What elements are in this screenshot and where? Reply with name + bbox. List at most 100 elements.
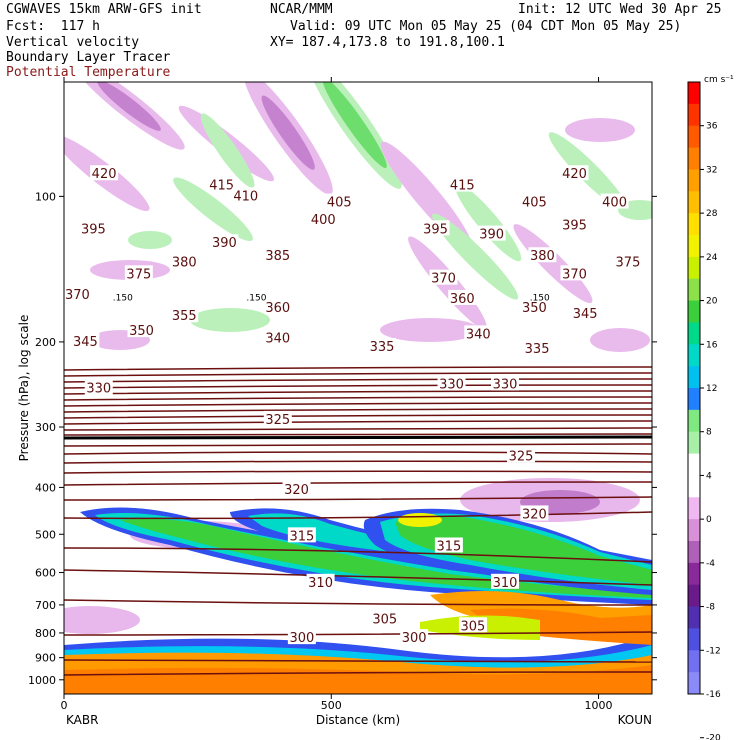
cross-section-coords: XY= 187.4,173.8 to 191.8,100.1 (270, 35, 505, 50)
theta-contour-label: 405 (522, 196, 547, 211)
colorbar-swatch (688, 650, 700, 673)
colorbar-swatch (688, 541, 700, 564)
colorbar-tick-label: -16 (706, 690, 721, 700)
contour-label-bg (448, 289, 477, 305)
theta-contour-label: 390 (479, 228, 504, 243)
contour-label-bg (84, 379, 113, 395)
theta-contour-label: 375 (616, 255, 641, 270)
contour-label-bg (309, 211, 338, 227)
colorbar-swatch (688, 628, 700, 651)
colorbar-tick-label: 0 (706, 515, 712, 525)
contour-label-bg (437, 375, 466, 391)
theta-contour-label: 400 (311, 213, 336, 228)
theta-contour-label: 390 (212, 236, 237, 251)
contour-label-bg (600, 193, 629, 209)
theta-contour-label: 360 (450, 292, 475, 307)
forecast-hour: Fcst: 117 h (6, 19, 100, 34)
init-time: Init: 12 UTC Wed 30 Apr 25 (518, 2, 722, 17)
theta-contour-label: 360 (265, 301, 290, 316)
contour-label-bg (507, 447, 536, 463)
contour-label-bg (520, 505, 549, 521)
blt-contour-label: .150 (113, 294, 133, 304)
contour-label-bg (434, 537, 463, 553)
colorbar: 36 32 28 24 20 16 12 8 4 0 -4 -8 -12 -16 -20 (687, 81, 721, 740)
theta-contour-label: 300 (402, 631, 427, 646)
colorbar-unit: cm s⁻¹ (704, 75, 734, 85)
contour-label-bg (491, 573, 519, 589)
contour-label-bg (560, 165, 589, 181)
colorbar-swatch (688, 366, 700, 389)
theta-contour-label: 395 (423, 222, 448, 237)
theta-contour-label: 315 (289, 529, 314, 544)
theta-contour-label: 345 (73, 335, 98, 350)
contour-label-bg (464, 325, 493, 341)
contour-label-bg (325, 193, 354, 209)
contour-label-bg (263, 247, 292, 263)
y-tick-label: 200 (35, 336, 56, 349)
colorbar-swatch (688, 82, 700, 105)
contour-label-bg (368, 338, 397, 354)
colorbar-swatch (688, 278, 700, 302)
colorbar-swatch (688, 191, 700, 214)
theta-contour-label: 415 (209, 179, 234, 194)
theta-contour-label: 320 (522, 507, 547, 522)
theta-contour-label: 380 (172, 255, 197, 270)
colorbar-swatch (688, 103, 700, 127)
contour-label-bg (613, 253, 642, 269)
contour-label-bg (448, 176, 477, 192)
theta-contour-label: 340 (466, 327, 491, 342)
y-tick-label: 400 (35, 481, 56, 494)
theta-contour-label: 325 (265, 413, 290, 428)
y-tick-label: 300 (35, 421, 56, 434)
theta-contour-label: 335 (370, 340, 395, 355)
wave-pattern (64, 82, 652, 352)
contour-label-bg (477, 225, 506, 241)
theta-contours (64, 366, 652, 676)
contour-label-bg (71, 332, 100, 348)
x-tick-label: 500 (321, 699, 342, 712)
colorbar-swatch (688, 300, 700, 323)
contour-label-bg (560, 265, 589, 281)
colorbar-swatch (688, 169, 700, 192)
theta-contour-label: 395 (81, 222, 106, 237)
colorbar-tick-label: -12 (706, 646, 721, 656)
theta-contour-label: 375 (126, 267, 151, 282)
theta-contour-label: 310 (493, 576, 518, 591)
colorbar-swatch (688, 606, 700, 629)
theta-contour-label: 370 (562, 267, 587, 282)
contour-label-bg (170, 307, 199, 323)
contour-label-bg (520, 193, 549, 209)
colorbar-swatch (688, 388, 700, 411)
colorbar-tick-label: 16 (706, 340, 718, 350)
contour-label-bg (282, 481, 311, 497)
theta-contour-label: 305 (372, 612, 397, 627)
theta-contour-label: 350 (522, 301, 547, 316)
theta-contour-label: 370 (65, 288, 90, 303)
contour-label-bg (571, 304, 600, 320)
colorbar-tick-label: -8 (706, 603, 715, 613)
theta-contour-label: 330 (439, 378, 464, 393)
colorbar-swatch (688, 497, 700, 520)
model-title: CGWAVES 15km ARW-GFS init (6, 2, 202, 17)
theta-contour-label: 420 (562, 167, 587, 182)
theta-contour-label: 345 (573, 307, 598, 322)
valid-time: Valid: 09 UTC Mon 05 May 25 (04 CDT Mon … (290, 19, 682, 34)
y-axis-title: Pressure (hPa), log scale (17, 315, 31, 462)
pressure-axis: 1000 900 800 700 600 500 400 300 200 100 (28, 190, 657, 687)
colorbar-tick-label: 12 (706, 384, 717, 394)
contour-label-bg (491, 375, 519, 391)
contour-label-bg (458, 617, 487, 633)
colorbar-tick-label: 28 (706, 209, 718, 219)
contour-label-bg (263, 298, 292, 314)
theta-contour-label: 330 (493, 378, 518, 393)
colorbar-swatch (688, 147, 700, 170)
theta-contour-label: 320 (284, 483, 309, 498)
field-potential-temperature: Potential Temperature (6, 65, 171, 80)
colorbar-swatch (688, 672, 700, 695)
x-start-station: KABR (66, 713, 98, 727)
colorbar-swatch (688, 256, 700, 280)
colorbar-tick-label: 24 (706, 253, 718, 263)
colorbar-swatch (688, 584, 700, 608)
blt-contour-label: .150 (530, 294, 550, 304)
